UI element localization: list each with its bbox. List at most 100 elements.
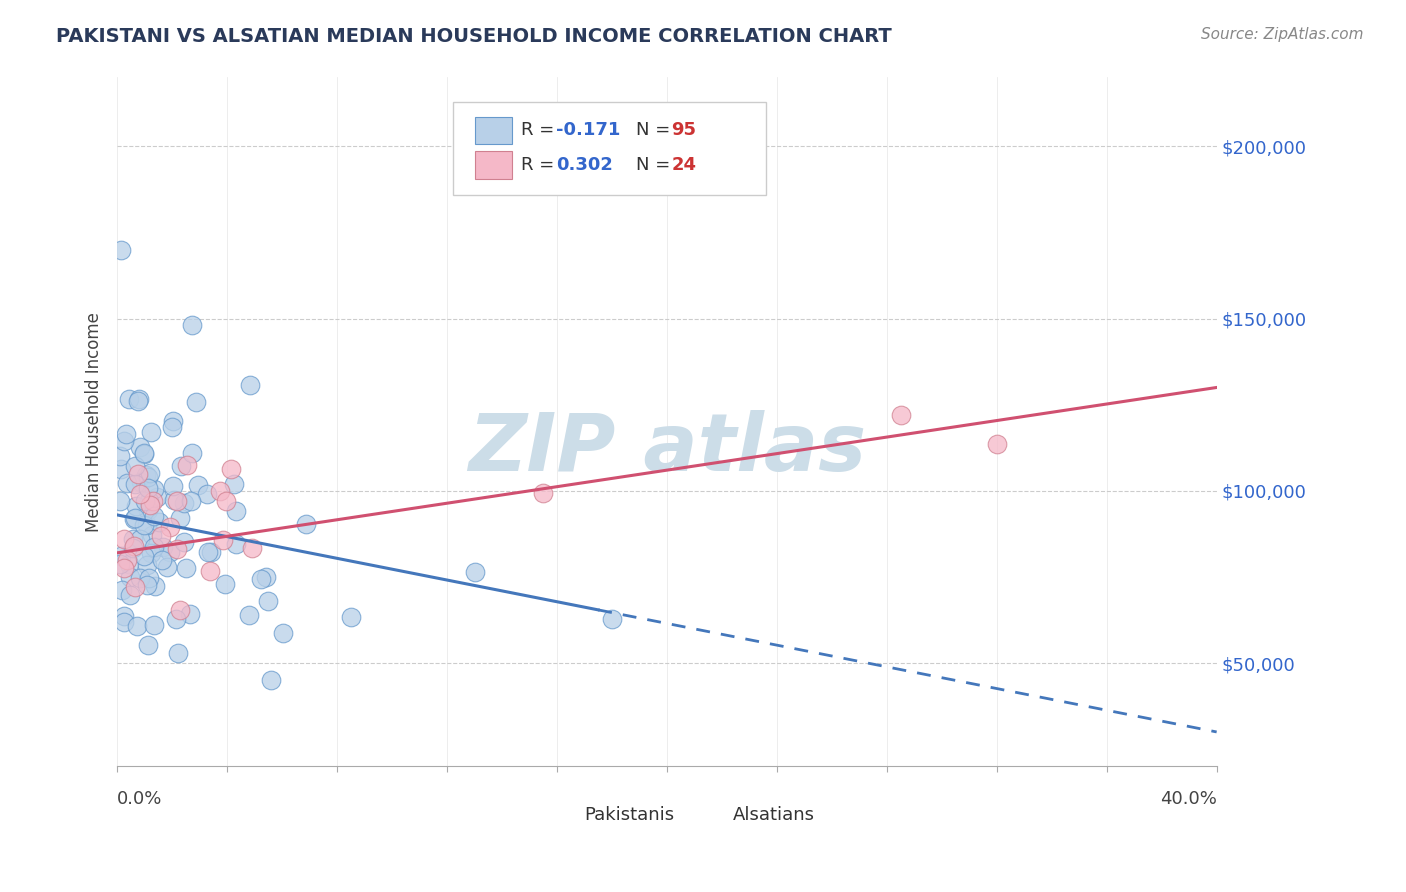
FancyBboxPatch shape xyxy=(474,117,512,145)
Point xyxy=(224,477,246,491)
Text: 95: 95 xyxy=(671,121,696,139)
Point xyxy=(124,459,146,474)
Point xyxy=(117,392,139,406)
Point xyxy=(340,610,363,624)
Text: R =: R = xyxy=(520,121,560,139)
Point xyxy=(127,393,149,408)
Point xyxy=(129,571,152,585)
Point xyxy=(122,512,145,526)
Point xyxy=(254,570,277,584)
Point xyxy=(200,564,222,578)
Point xyxy=(125,499,148,513)
Point xyxy=(225,504,247,518)
Point xyxy=(531,485,554,500)
Point xyxy=(139,467,162,481)
Y-axis label: Median Household Income: Median Household Income xyxy=(86,312,103,532)
Point xyxy=(110,549,132,564)
Point xyxy=(219,462,242,476)
Point xyxy=(159,519,181,533)
Text: Pakistanis: Pakistanis xyxy=(585,805,675,823)
Point xyxy=(134,447,156,461)
Point xyxy=(197,545,219,559)
Point xyxy=(138,571,160,585)
Text: 0.302: 0.302 xyxy=(555,156,613,174)
Point xyxy=(132,518,155,533)
Point xyxy=(139,546,162,560)
Point xyxy=(110,462,132,476)
Point xyxy=(136,558,159,573)
Text: N =: N = xyxy=(636,121,676,139)
Point xyxy=(128,392,150,406)
Point xyxy=(150,553,173,567)
Point xyxy=(136,638,159,652)
FancyBboxPatch shape xyxy=(550,805,582,824)
Point xyxy=(173,534,195,549)
Point xyxy=(111,583,134,598)
Point xyxy=(136,517,159,532)
Point xyxy=(122,541,145,555)
Point xyxy=(141,528,163,542)
Point xyxy=(120,588,142,602)
Point xyxy=(986,437,1008,451)
Point xyxy=(132,549,155,563)
Text: 24: 24 xyxy=(671,156,696,174)
Point xyxy=(184,395,207,409)
Point xyxy=(152,541,174,555)
Point xyxy=(141,425,163,440)
Point xyxy=(118,557,141,571)
Point xyxy=(138,493,160,508)
Point xyxy=(156,560,179,574)
Point xyxy=(463,565,485,579)
Point xyxy=(128,440,150,454)
Point xyxy=(174,560,197,574)
Point xyxy=(127,467,149,482)
Point xyxy=(890,408,912,422)
Point xyxy=(180,494,202,508)
Point xyxy=(138,503,160,517)
Point xyxy=(249,572,271,586)
Point xyxy=(108,558,131,572)
Text: R =: R = xyxy=(520,156,560,174)
Point xyxy=(112,560,135,574)
Point xyxy=(135,468,157,483)
FancyBboxPatch shape xyxy=(474,151,512,178)
Point xyxy=(124,510,146,524)
Point xyxy=(187,477,209,491)
Point xyxy=(135,578,157,592)
Point xyxy=(240,541,263,556)
Point xyxy=(149,528,172,542)
Point xyxy=(124,580,146,594)
Text: N =: N = xyxy=(636,156,676,174)
Point xyxy=(124,477,146,491)
Text: PAKISTANI VS ALSATIAN MEDIAN HOUSEHOLD INCOME CORRELATION CHART: PAKISTANI VS ALSATIAN MEDIAN HOUSEHOLD I… xyxy=(56,27,891,45)
Point xyxy=(214,577,236,591)
Point xyxy=(125,619,148,633)
Point xyxy=(145,579,167,593)
Text: Source: ZipAtlas.com: Source: ZipAtlas.com xyxy=(1201,27,1364,42)
Point xyxy=(142,494,165,508)
Point xyxy=(257,593,280,607)
Point xyxy=(129,475,152,489)
Point xyxy=(134,493,156,508)
Point xyxy=(136,481,159,495)
Point xyxy=(162,479,184,493)
Point xyxy=(212,533,235,547)
Point xyxy=(600,612,623,626)
Point xyxy=(129,533,152,547)
FancyBboxPatch shape xyxy=(453,102,766,194)
Point xyxy=(142,482,165,496)
Point xyxy=(260,673,283,687)
Point xyxy=(200,545,222,559)
Point xyxy=(176,458,198,472)
Point xyxy=(295,516,318,531)
Point xyxy=(112,615,135,629)
Point xyxy=(169,602,191,616)
Point xyxy=(142,509,165,524)
Point xyxy=(173,496,195,510)
Point xyxy=(181,318,204,333)
Point xyxy=(139,499,162,513)
Point xyxy=(225,536,247,550)
Point xyxy=(108,449,131,463)
Point xyxy=(159,545,181,559)
Point xyxy=(121,532,143,546)
